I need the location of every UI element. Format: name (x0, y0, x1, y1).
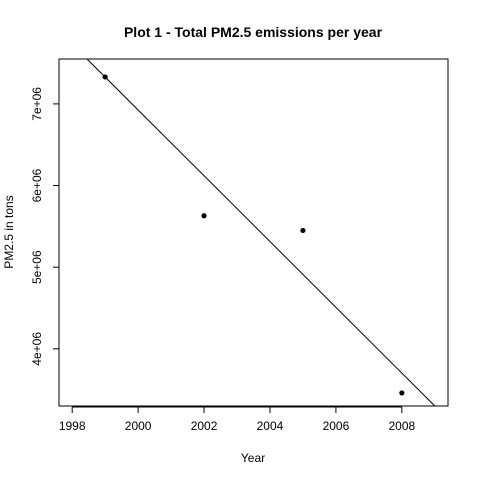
y-tick-label: 6e+06 (30, 168, 44, 202)
data-point (102, 74, 108, 80)
trend-line (86, 58, 436, 407)
data-point (201, 213, 207, 219)
x-axis-label: Year (241, 451, 265, 465)
data-point (399, 390, 405, 396)
y-tick-label: 5e+06 (30, 250, 44, 284)
x-tick-label: 2006 (323, 419, 350, 433)
y-axis-label: PM2.5 in tons (2, 195, 16, 268)
data-points (102, 74, 405, 396)
y-axis-ticks: 4e+06 5e+06 6e+06 7e+06 (30, 87, 59, 366)
x-tick-label: 2004 (257, 419, 284, 433)
x-tick-label: 1998 (59, 419, 86, 433)
chart-title: Plot 1 - Total PM2.5 emissions per year (124, 24, 383, 40)
plot-area-frame (58, 58, 449, 407)
x-tick-label: 2000 (125, 419, 152, 433)
x-tick-label: 2008 (388, 419, 415, 433)
x-axis-ticks: 1998 2000 2002 2004 2006 2008 (59, 407, 416, 433)
y-tick-label: 4e+06 (30, 332, 44, 366)
x-tick-label: 2002 (191, 419, 218, 433)
data-point (300, 227, 306, 234)
y-tick-label: 7e+06 (30, 87, 44, 121)
